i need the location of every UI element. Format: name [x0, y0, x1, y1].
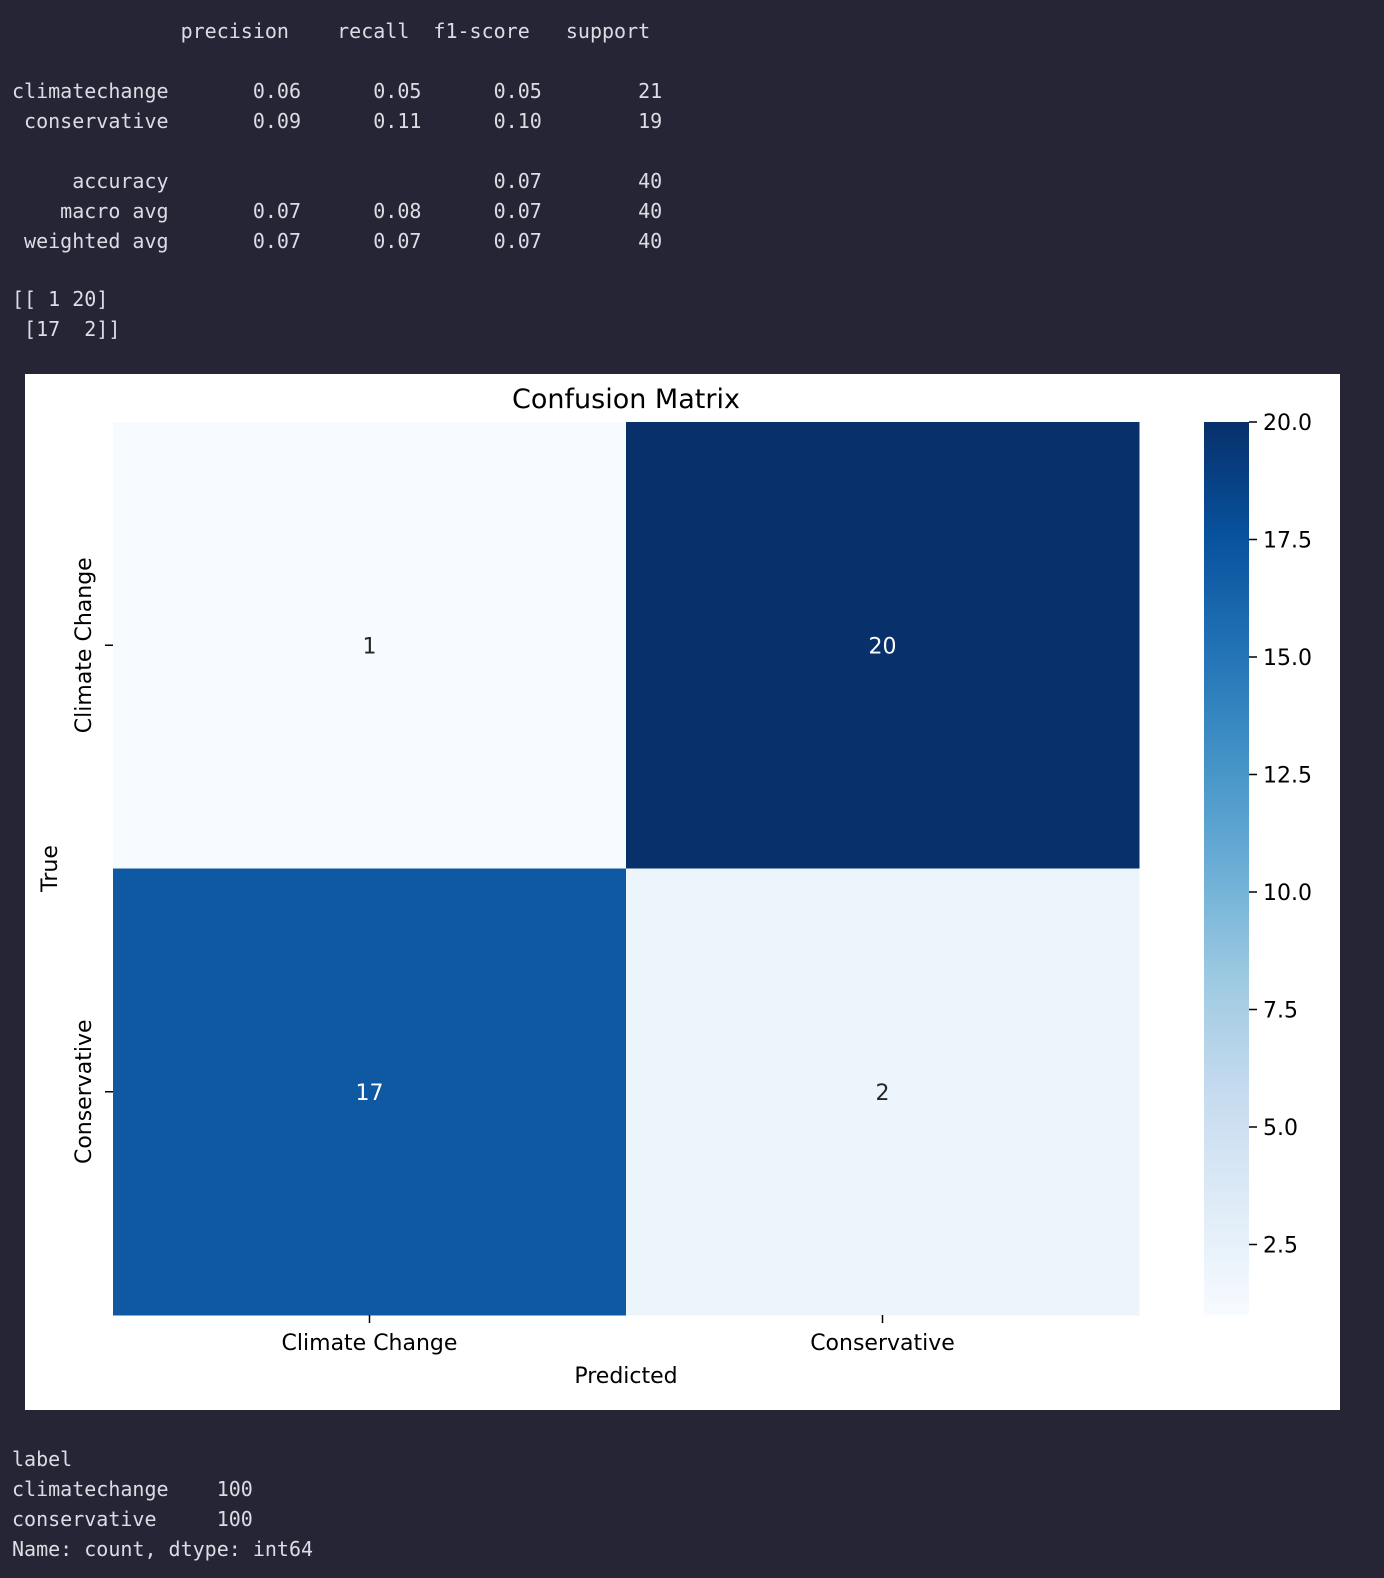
x-tick-label: Conservative — [810, 1331, 955, 1356]
chart-title: Confusion Matrix — [512, 384, 740, 415]
report-header: precision recall f1-score support — [12, 19, 651, 43]
colorbar-tick-label: 5.0 — [1263, 1116, 1298, 1141]
cell-annotation: 20 — [869, 634, 897, 659]
classification-report: precision recall f1-score support climat… — [12, 16, 662, 256]
matrix-line: [[ 1 20] — [12, 287, 109, 311]
confusion-matrix-heatmap: 1 20 17 2 Climate Change Conservative Climate … — [38, 384, 1312, 1389]
x-tick-label: Climate Change — [282, 1331, 458, 1356]
value-counts-output: label climatechange 100 conservative 100 Na… — [12, 1444, 313, 1564]
report-row: conservative 0.09 0.11 0.10 19 — [12, 109, 663, 133]
heatmap-cell — [113, 422, 627, 869]
counts-line: climatechange 100 — [12, 1477, 253, 1501]
report-row: macro avg 0.07 0.08 0.07 40 — [12, 199, 663, 223]
y-tick-label: Conservative — [72, 1019, 97, 1164]
y-axis-label: True — [38, 845, 63, 893]
colorbar-tick-label: 2.5 — [1263, 1234, 1298, 1259]
report-row: climatechange 0.06 0.05 0.05 21 — [12, 79, 663, 103]
colorbar-tick-label: 7.5 — [1263, 999, 1298, 1024]
confusion-matrix-print: [[ 1 20] [17 2]] — [12, 284, 120, 344]
colorbar — [1204, 422, 1249, 1315]
figure: 1 20 17 2 Climate Change Conservative Climate … — [25, 374, 1340, 1410]
colorbar-tick-label: 10.0 — [1263, 881, 1312, 906]
counts-line: conservative 100 — [12, 1507, 253, 1531]
y-tick-label: Climate Change — [72, 557, 97, 733]
colorbar-tick-label: 17.5 — [1263, 529, 1312, 554]
report-row: accuracy 0.07 40 — [12, 169, 663, 193]
colorbar-tick-label: 12.5 — [1263, 764, 1312, 789]
heatmap-cell — [113, 868, 627, 1316]
cell-annotation: 1 — [363, 634, 377, 659]
colorbar-tick-label: 20.0 — [1263, 411, 1312, 436]
colorbar-tick-label: 15.0 — [1263, 646, 1312, 671]
cell-annotation: 17 — [356, 1081, 384, 1106]
counts-line: label — [12, 1447, 73, 1471]
cell-annotation: 2 — [876, 1081, 890, 1106]
report-row: weighted avg 0.07 0.07 0.07 40 — [12, 229, 663, 253]
heatmap-cell — [626, 868, 1140, 1316]
heatmap-cell — [626, 422, 1140, 869]
x-axis-label: Predicted — [574, 1364, 677, 1389]
counts-line: Name: count, dtype: int64 — [12, 1537, 314, 1561]
matrix-line: [17 2]] — [12, 317, 121, 341]
